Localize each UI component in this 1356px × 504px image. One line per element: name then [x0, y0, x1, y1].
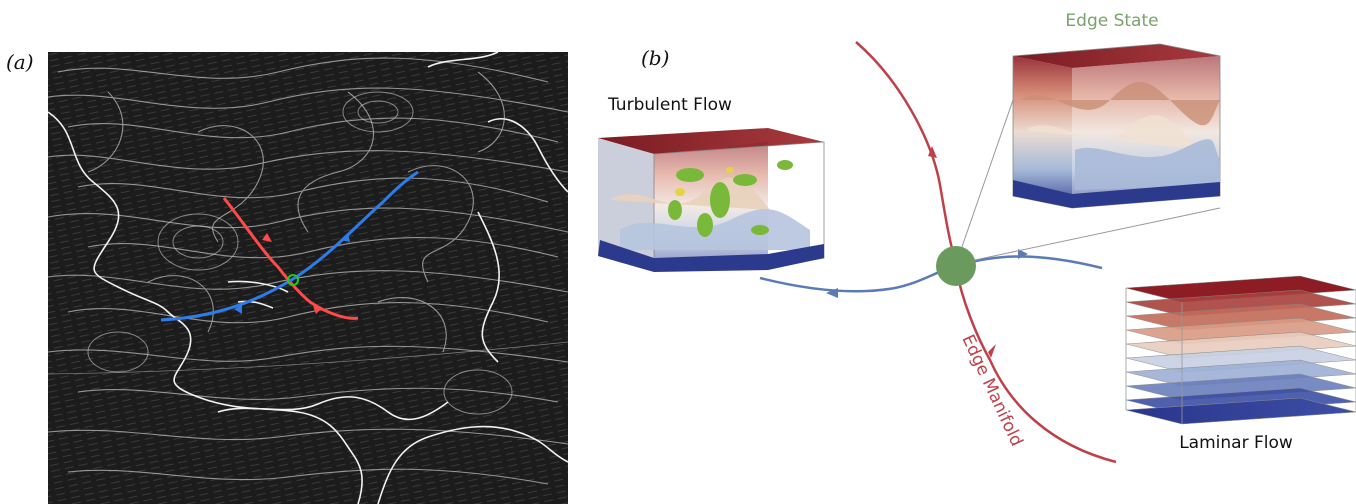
phase-space-diagram: Edge State Turbulent Flow Laminar Flow E… [598, 11, 1356, 464]
laminar-flow-cube [1125, 275, 1356, 425]
turbulent-flow-cube [598, 128, 825, 272]
turbulent-flow-label: Turbulent Flow [607, 95, 732, 115]
edge-state-label: Edge State [1065, 11, 1158, 31]
panel-b-label: (b) [641, 46, 670, 70]
stable-manifold-lower [954, 267, 1117, 464]
panel-a-label: (a) [6, 50, 34, 74]
stable-arrow-upper [928, 146, 937, 158]
edge-state-cube [1012, 43, 1221, 209]
laminar-flow-label: Laminar Flow [1179, 433, 1293, 453]
eddies [87, 91, 513, 415]
map-unstable-arrow-2 [340, 233, 350, 242]
unstable-arrow-left [826, 288, 838, 298]
unstable-arrow-right [1018, 249, 1028, 259]
map-unstable-arrow-1 [234, 305, 242, 314]
unstable-manifold [759, 255, 1103, 293]
inset-connector-lines [955, 99, 1221, 265]
streamlines [48, 57, 568, 485]
map-edge-state-marker [287, 274, 299, 286]
map-unstable-manifold [160, 170, 419, 322]
graticule [48, 341, 568, 375]
flow-texture [48, 52, 568, 504]
streamline-map [48, 52, 568, 504]
edge-state-node [936, 246, 976, 286]
map-stable-arrow-1 [262, 233, 272, 242]
coastlines [48, 52, 568, 504]
stable-manifold-upper [855, 41, 958, 263]
streamline-map-svg [48, 52, 568, 504]
stable-arrow-lower [988, 344, 996, 358]
map-stable-arrow-2 [313, 306, 321, 314]
